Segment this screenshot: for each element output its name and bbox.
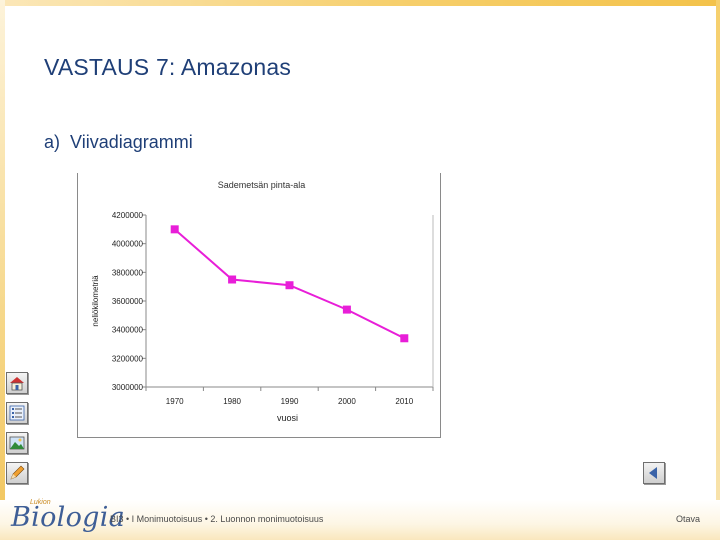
top-border [0, 0, 720, 6]
y-axis-label: neliökilometriä [91, 275, 100, 327]
y-tick-label: 3200000 [112, 354, 144, 363]
data-point [170, 225, 179, 234]
x-tick-label: 2010 [395, 397, 413, 406]
list-icon[interactable] [6, 402, 28, 424]
data-point [342, 305, 351, 314]
slide-subtitle: a) Viivadiagrammi [44, 132, 193, 153]
slide-title: VASTAUS 7: Amazonas [44, 54, 292, 80]
y-tick-label: 4200000 [112, 211, 144, 220]
y-tick-label: 4000000 [112, 240, 144, 249]
logo: Biologia [11, 502, 126, 533]
x-tick-label: 1980 [223, 397, 241, 406]
publisher: Otava [675, 514, 700, 524]
y-tick-label: 3000000 [112, 383, 144, 392]
chart-title: Sademetsän pinta-ala [218, 180, 306, 190]
x-tick-label: 1990 [281, 397, 299, 406]
item-label: a) [44, 132, 61, 152]
line-chart: Sademetsän pinta-ala 4200000 4000000 380000… [77, 173, 441, 438]
item-text: Viivadiagrammi [70, 132, 193, 152]
y-tick-label: 3400000 [112, 326, 144, 335]
course-info: BI3 • I Monimuotoisuus • 2. Luonnon moni… [110, 514, 324, 524]
chart-canvas: Sademetsän pinta-ala 4200000 4000000 380000… [91, 180, 434, 423]
data-point [400, 334, 409, 343]
logo-small-text: Lukion [30, 499, 51, 506]
data-point [285, 281, 294, 290]
pencil-icon[interactable] [6, 462, 28, 484]
left-border [0, 0, 5, 540]
back-arrow-icon[interactable] [643, 462, 665, 484]
x-tick-label: 1970 [166, 397, 184, 406]
footer-band [0, 500, 720, 540]
x-axis-label: vuosi [277, 413, 298, 423]
right-border [716, 0, 720, 540]
data-point [228, 275, 237, 284]
y-tick-label: 3800000 [112, 268, 144, 277]
image-icon[interactable] [6, 432, 28, 454]
x-tick-label: 2000 [338, 397, 356, 406]
home-icon[interactable] [6, 372, 28, 394]
y-tick-label: 3600000 [112, 297, 144, 306]
